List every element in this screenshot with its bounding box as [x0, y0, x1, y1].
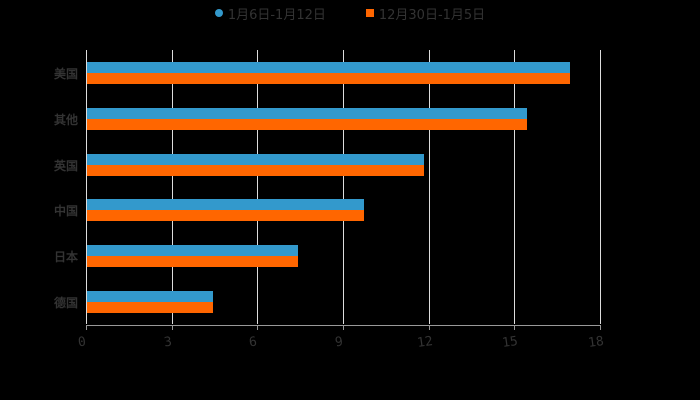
- y-category-label: 日本: [53, 250, 78, 265]
- y-category-label: 其他: [53, 112, 78, 127]
- x-tick: [514, 325, 515, 330]
- bar-series-1[interactable]: [87, 199, 364, 211]
- y-category-label: 中国: [53, 204, 78, 219]
- y-category-label: 德国: [53, 296, 78, 310]
- bar-series-2[interactable]: [87, 302, 213, 313]
- x-tick-label: 15: [501, 333, 519, 352]
- x-tick: [172, 325, 173, 330]
- legend-label: 1月6日-1月12日: [227, 7, 326, 23]
- bar-series-2[interactable]: [87, 164, 424, 176]
- gridline: [172, 50, 173, 324]
- plot-area: [86, 50, 601, 324]
- x-tick: [86, 325, 87, 330]
- gridline: [514, 50, 515, 324]
- gridline: [600, 50, 601, 324]
- bar-series-1[interactable]: [87, 62, 570, 73]
- bar-series-2[interactable]: [87, 210, 364, 222]
- bar-series-1[interactable]: [87, 245, 298, 257]
- bar-series-2[interactable]: [87, 73, 570, 84]
- x-tick: [257, 325, 258, 330]
- x-tick: [343, 325, 344, 330]
- gridline: [257, 50, 258, 324]
- x-tick-label: 3: [163, 334, 173, 351]
- x-tick: [600, 325, 601, 330]
- bar-series-2[interactable]: [87, 118, 527, 130]
- bar-series-2[interactable]: [87, 256, 298, 268]
- bar-series-1[interactable]: [87, 291, 213, 302]
- legend-label: 12月30日-1月5日: [378, 7, 486, 23]
- y-category-label: 英国: [53, 158, 78, 173]
- x-tick-label: 18: [587, 333, 605, 352]
- legend-item-series-1[interactable]: 1月6日-1月12日: [214, 4, 326, 23]
- gridline: [429, 50, 430, 324]
- gridline: [86, 50, 87, 324]
- legend-circle-icon: [214, 9, 223, 17]
- x-tick-label: 6: [248, 334, 258, 351]
- bar-series-1[interactable]: [87, 153, 424, 165]
- x-tick-label: 0: [77, 334, 87, 351]
- x-tick-label: 12: [416, 333, 434, 352]
- legend-square-icon: [365, 9, 374, 17]
- legend-item-series-2[interactable]: 12月30日-1月5日: [365, 4, 486, 23]
- gridline: [343, 50, 344, 324]
- bar-series-1[interactable]: [87, 107, 527, 119]
- x-tick: [429, 325, 430, 330]
- y-category-label: 美国: [53, 67, 78, 81]
- x-tick-label: 9: [334, 334, 344, 351]
- chart-legend: 1月6日-1月12日 12月30日-1月5日: [0, 4, 700, 23]
